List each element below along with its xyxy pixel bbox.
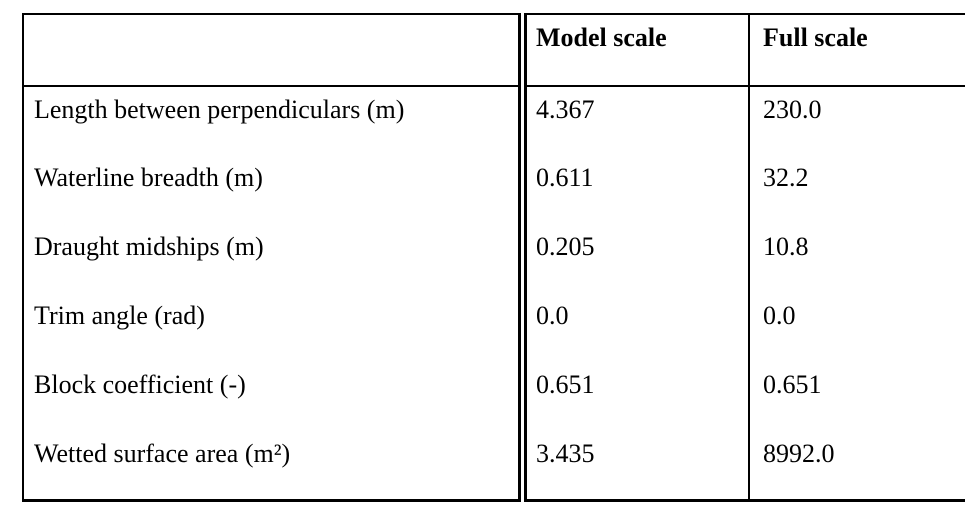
header-row: Model scale Full scale: [23, 14, 965, 87]
full-scale-value: 0.0: [763, 301, 796, 330]
row-label: Length between perpendiculars (m): [23, 86, 527, 155]
table-row: Waterline breadth (m) 0.611 32.2: [23, 155, 965, 224]
model-scale-value: 4.367: [522, 86, 750, 155]
row-label: Block coefficient (-): [23, 362, 527, 431]
row-label: Wetted surface area (m²): [23, 431, 527, 500]
header-cell-model-scale: Model scale: [522, 14, 750, 87]
table-row: Wetted surface area (m²) 3.435 8992.0: [23, 431, 965, 500]
table-row: Length between perpendiculars (m) 4.367 23…: [23, 86, 965, 155]
header-cell-full-scale: Full scale: [749, 14, 965, 87]
model-scale-value: 0.205: [522, 224, 750, 293]
full-scale-value: 10.8: [763, 232, 809, 261]
table-header: Model scale Full scale: [23, 14, 965, 87]
parameters-table: Model scale Full scale Length between pe…: [22, 13, 965, 502]
row-label: Draught midships (m): [23, 224, 527, 293]
full-scale-value: 230.0: [763, 95, 822, 124]
row-label: Waterline breadth (m): [23, 155, 527, 224]
row-label: Trim angle (rad): [23, 293, 527, 362]
full-scale-value: 8992.0: [763, 439, 835, 468]
table-row: Draught midships (m) 0.205 10.8: [23, 224, 965, 293]
table-row: Trim angle (rad) 0.0 0.0: [23, 293, 965, 362]
full-scale-value: 32.2: [763, 163, 809, 192]
model-scale-value: 0.651: [522, 362, 750, 431]
header-cell-empty: [23, 14, 527, 87]
table-body: Length between perpendiculars (m) 4.367 23…: [23, 86, 965, 500]
model-scale-value: 3.435: [522, 431, 750, 500]
model-scale-value: 0.0: [522, 293, 750, 362]
full-scale-value: 0.651: [763, 370, 822, 399]
model-scale-value: 0.611: [522, 155, 750, 224]
table-row: Block coefficient (-) 0.651 0.651: [23, 362, 965, 431]
